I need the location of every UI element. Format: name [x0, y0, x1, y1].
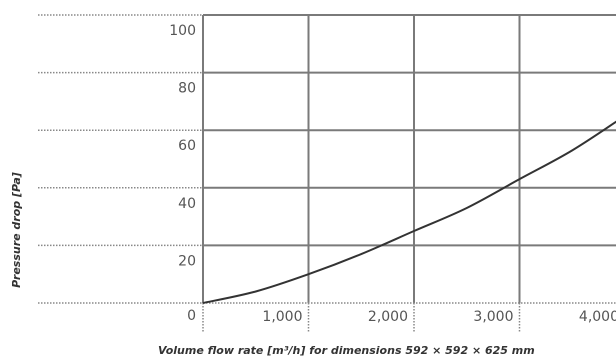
dotted-guides [38, 14, 616, 332]
x-tick-label: 3,000 [473, 309, 513, 325]
y-tick-label: 80 [178, 81, 196, 97]
y-tick-label: 60 [178, 138, 196, 154]
series-layer [202, 120, 616, 304]
x-axis-title: Volume flow rate [m³/h] for dimensions 5… [158, 344, 535, 357]
plot-frame [202, 14, 616, 303]
y-axis-title: Pressure drop [Pa] [10, 172, 23, 288]
series-line [202, 120, 616, 304]
y-tick-labels: 0 20 40 60 80 100 [169, 23, 196, 324]
x-tick-labels: 1,000 2,000 3,000 4,000 [262, 309, 616, 325]
x-tick-label: 1,000 [262, 309, 302, 325]
y-tick-label: 100 [169, 23, 196, 39]
y-tick-label: 0 [187, 308, 196, 324]
y-tick-label: 20 [178, 253, 196, 269]
grid [203, 14, 616, 303]
x-tick-label: 4,000 [579, 309, 616, 325]
x-tick-label: 2,000 [368, 309, 408, 325]
y-tick-label: 40 [178, 196, 196, 212]
